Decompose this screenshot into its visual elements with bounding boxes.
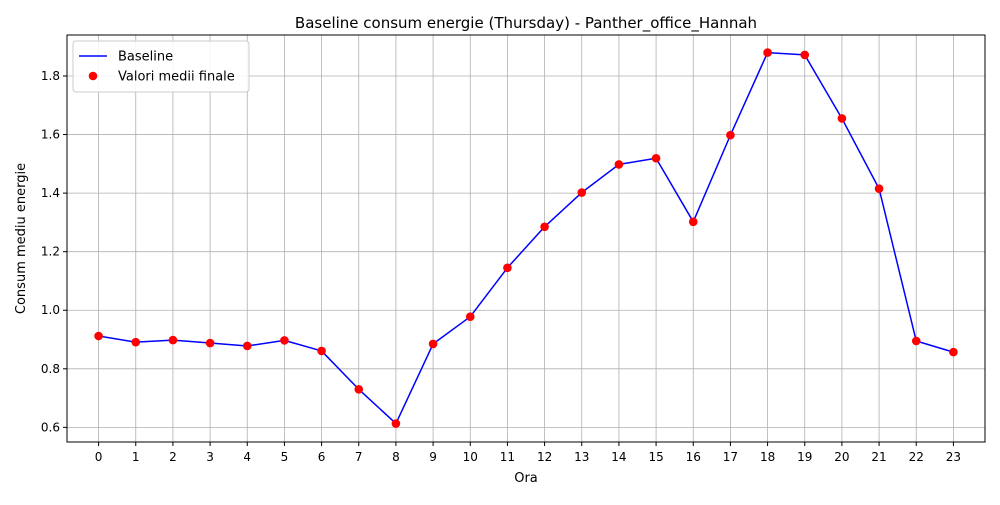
x-tick-label: 21 [871,450,886,464]
x-tick-label: 14 [611,450,626,464]
legend-box [72,40,250,93]
data-point-marker [651,153,661,163]
y-tick-label: 1.4 [41,186,60,200]
data-point-marker [242,341,252,351]
x-tick-label: 4 [243,450,251,464]
data-point-marker [837,114,847,123]
x-tick-label: 18 [760,450,775,464]
legend-label: Valori medii finale [118,70,235,85]
x-tick-label: 2 [169,450,177,464]
y-tick-label: 1.0 [41,303,60,317]
data-point-marker [280,336,289,345]
data-point-marker [354,384,364,394]
data-point-marker [465,312,475,321]
x-tick-label: 0 [95,450,103,464]
data-point-marker [205,338,215,348]
data-point-marker [391,419,401,428]
x-tick-label: 23 [946,450,961,464]
y-tick-label: 1.8 [41,69,60,83]
data-point-marker [874,184,884,194]
grid [67,35,985,442]
x-tick-label: 6 [318,450,326,464]
data-point-marker [428,339,438,349]
x-tick-label: 13 [574,450,589,464]
data-point-marker [726,130,735,140]
x-tick-label: 7 [355,450,363,464]
x-tick-label: 9 [429,450,437,464]
x-tick-label: 5 [281,450,289,464]
x-tick-label: 3 [206,450,214,464]
data-point-marker [131,337,141,347]
y-axis-label: Consum mediu energie [14,163,29,314]
x-axis: 0 1 2 3 4 5 6 7 8 9 10 11 12 13 14 15 16 17 18 19 20 21 22 23 [95,442,961,464]
baseline-series-line [98,51,954,425]
x-tick-label: 12 [537,450,552,464]
y-tick-label: 1.2 [41,245,60,259]
x-tick-label: 20 [834,450,849,464]
y-axis: 0.6 0.8 1.0 1.2 1.4 1.6 1.8 [41,69,67,434]
x-tick-label: 8 [392,450,400,464]
data-point-marker [763,48,772,57]
y-tick-label: 0.6 [41,420,60,434]
x-tick-label: 10 [463,450,478,464]
data-point-marker [317,346,326,356]
data-point-marker [949,347,958,357]
legend-label: Baseline [118,50,173,65]
x-tick-label: 17 [723,450,738,464]
data-point-marker [540,222,549,232]
data-point-marker [911,336,921,346]
x-tick-label: 11 [500,450,515,464]
legend: Baseline Valori medii finale [72,40,250,93]
data-point-marker [688,217,698,227]
y-tick-label: 1.6 [41,128,60,142]
chart-title: Baseline consum energie (Thursday) - Pan… [295,14,757,33]
plot-series [94,48,958,428]
x-tick-label: 22 [909,450,924,464]
x-tick-label: 15 [648,450,663,464]
x-tick-label: 16 [686,450,701,464]
plot-frame [66,34,986,443]
data-point-marker [614,160,624,169]
data-point-marker [168,335,178,345]
data-point-marker [503,263,512,273]
data-point-marker [577,188,587,197]
x-tick-label: 19 [797,450,812,464]
x-tick-label: 1 [132,450,140,464]
legend-marker-swatch [88,71,98,81]
data-point-marker [94,331,103,341]
x-axis-label: Ora [514,471,538,486]
y-tick-label: 0.8 [41,362,60,376]
data-point-marker [800,50,810,60]
